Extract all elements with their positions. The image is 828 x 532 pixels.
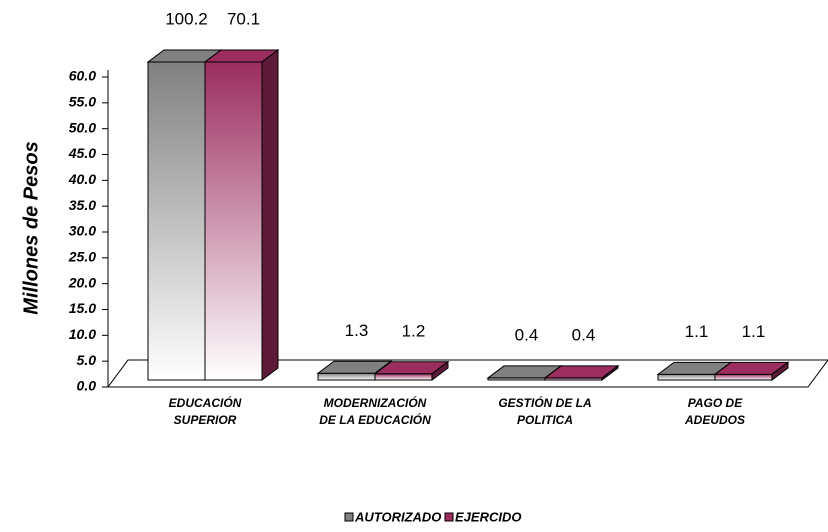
x-tick-label: GESTIÓN DE LA POLITICA xyxy=(498,396,592,427)
legend-label: EJERCIDO xyxy=(455,509,521,524)
y-tick-label: 5.0 xyxy=(77,352,97,368)
bar-side xyxy=(261,49,279,381)
legend-swatch xyxy=(444,512,454,522)
value-label: 100.2 xyxy=(165,9,208,28)
y-tick-label: 15.0 xyxy=(69,300,96,316)
bar-side xyxy=(431,360,449,381)
y-tick-label: 35.0 xyxy=(69,197,96,213)
bar xyxy=(373,360,450,381)
legend-swatch xyxy=(344,512,354,522)
y-axis-title: Millones de Pesos xyxy=(20,141,42,314)
y-tick-label: 40.0 xyxy=(68,171,96,187)
bar-front xyxy=(147,61,206,381)
y-tick-label: 25.0 xyxy=(68,249,96,265)
x-tick-label-box: MODERNIZACIÓN DE LA EDUCACIÓN xyxy=(319,396,431,427)
x-tick-label-box: EDUCACIÓN SUPERIOR xyxy=(168,396,242,427)
x-tick-label-box: GESTIÓN DE LA POLITICA xyxy=(498,396,592,427)
value-label: 1.1 xyxy=(742,322,766,341)
floor xyxy=(107,359,828,388)
bar-side xyxy=(601,364,619,381)
value-label: 1.1 xyxy=(685,322,709,341)
legend-label: AUTORIZADO xyxy=(354,509,441,524)
x-tick-label: MODERNIZACIÓN DE LA EDUCACIÓN xyxy=(319,396,431,427)
bar xyxy=(713,361,790,381)
y-tick-label: 45.0 xyxy=(68,145,96,161)
bar-front xyxy=(317,372,376,381)
value-label: 1.3 xyxy=(345,321,369,340)
bar-side xyxy=(771,361,789,381)
value-label: 0.4 xyxy=(572,325,596,344)
value-label: 1.2 xyxy=(402,321,426,340)
y-tick-label: 10.0 xyxy=(69,326,96,342)
value-label: 0.4 xyxy=(515,325,539,344)
y-tick-label: 20.0 xyxy=(68,274,96,290)
y-tick-label: 50.0 xyxy=(69,119,96,135)
y-tick-label: 0.0 xyxy=(77,378,97,394)
bar-front xyxy=(714,373,773,381)
y-tick-label: 30.0 xyxy=(69,223,96,239)
x-tick-label: PAGO DE ADEUDOS xyxy=(684,396,745,427)
bar-front xyxy=(657,373,716,381)
y-tick-label: 55.0 xyxy=(69,94,96,110)
x-tick-label: EDUCACIÓN SUPERIOR xyxy=(168,396,242,427)
x-tick-label-box: PAGO DE ADEUDOS xyxy=(684,396,745,427)
value-label: 70.1 xyxy=(227,9,260,28)
bar xyxy=(203,49,280,381)
y-tick-label: 60.0 xyxy=(69,68,96,84)
bar-front xyxy=(204,61,263,381)
bar xyxy=(543,364,620,381)
bar-front xyxy=(374,373,433,381)
